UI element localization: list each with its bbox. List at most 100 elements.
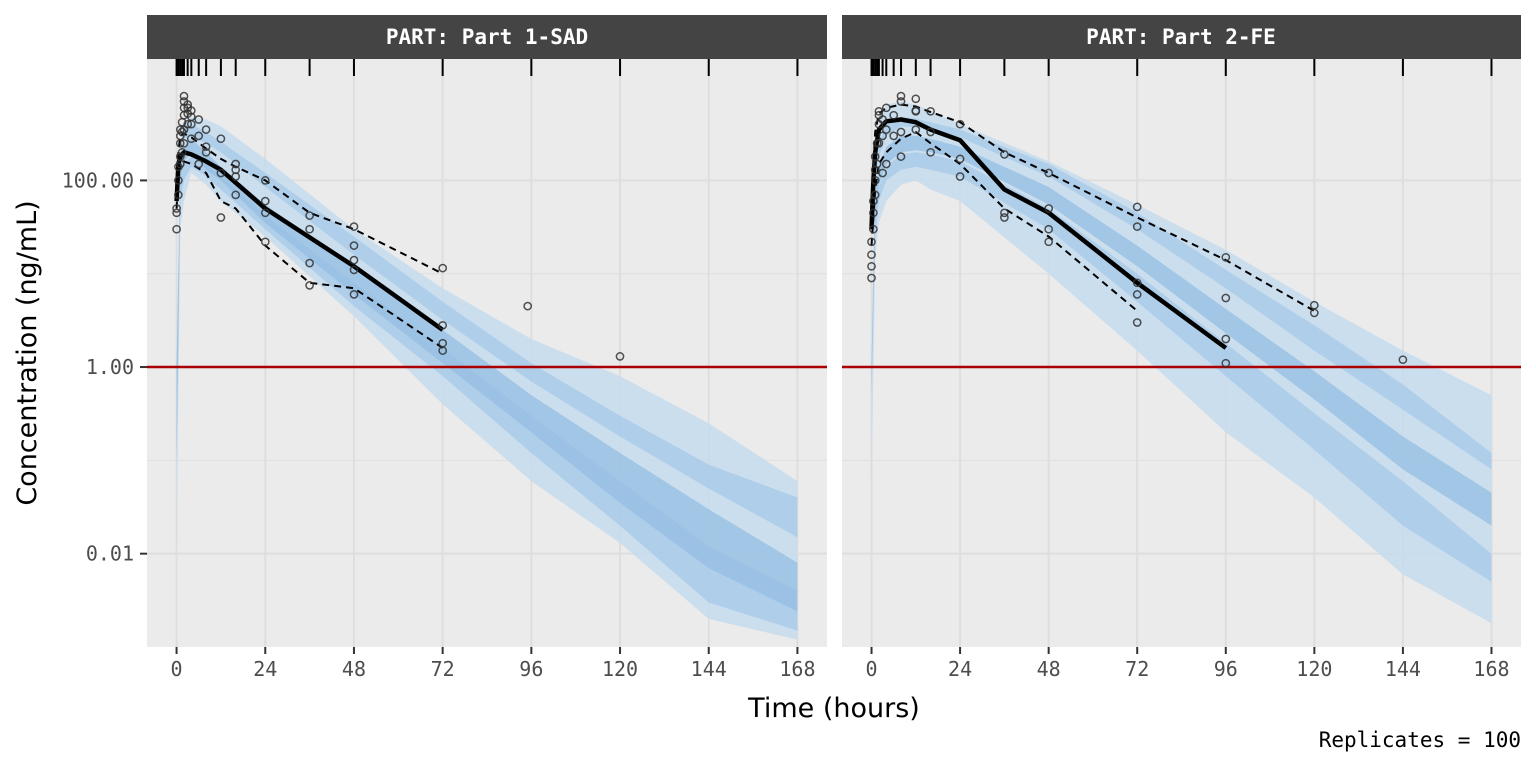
observed-point (260, 196, 270, 206)
observed-point (231, 165, 241, 175)
observed-point (231, 190, 241, 200)
observed-point (201, 125, 211, 134)
panel-1-bands (176, 116, 798, 640)
panel-2: PART: Part 2-FE 0 24 48 72 96 120 144 168 (842, 15, 1521, 681)
observed-point (349, 241, 359, 250)
observed-point (1132, 290, 1142, 299)
observed-point (349, 290, 359, 299)
x-tick-label: 120 (602, 657, 638, 681)
observed-point (615, 352, 625, 361)
observed-point (194, 159, 204, 169)
observed-point (186, 134, 196, 144)
x-tick-label: 96 (519, 657, 543, 681)
observed-point (260, 237, 270, 247)
panel-2-observed-points (867, 91, 1408, 368)
observed-point (889, 110, 899, 120)
observed-point (186, 112, 196, 122)
x-tick-label: 144 (691, 657, 727, 681)
pi-low-band (871, 152, 1492, 582)
observed-point (926, 106, 935, 116)
observed-point (870, 176, 880, 185)
observed-point (172, 204, 181, 213)
x-tick-label: 168 (779, 657, 815, 681)
observed-point (874, 138, 884, 148)
observed-point (1044, 204, 1054, 213)
y-axis-title: Concentration (ng/mL) (12, 200, 43, 505)
observed-point (201, 142, 211, 152)
observed-point (201, 147, 211, 157)
panel-1: PART: Part 1-SAD 0 24 48 72 96 120 144 168 (147, 15, 827, 681)
observed-point (177, 127, 187, 137)
observed-point (1044, 237, 1054, 247)
observed-point (911, 106, 921, 115)
x-tick-label: 48 (342, 657, 366, 681)
observed-point (955, 119, 965, 129)
observed-point (349, 255, 359, 265)
x-tick-label: 24 (253, 657, 277, 681)
observed-point (867, 250, 876, 260)
observed-point (896, 97, 906, 106)
observed-point (874, 106, 884, 116)
panel-1-x-axis: 0 24 48 72 96 120 144 168 (171, 647, 815, 681)
observed-point (438, 338, 448, 348)
observed-point (438, 263, 448, 273)
observed-point (1044, 168, 1054, 178)
observed-point (349, 222, 359, 231)
x-tick-label: 72 (431, 657, 455, 681)
observed-point (1132, 318, 1142, 327)
observed-point (438, 320, 448, 330)
observed-point (194, 131, 204, 141)
panel-2-strip (842, 15, 1521, 59)
x-tick-label: 96 (1214, 657, 1238, 681)
y-tick-label: 0.01 (86, 542, 134, 566)
observed-point (1221, 293, 1231, 303)
panel-2-x-axis: 0 24 48 72 96 120 144 168 (865, 647, 1510, 681)
observed-point (523, 301, 533, 311)
caption: Replicates = 100 (1319, 728, 1521, 752)
observed-point (881, 159, 891, 169)
observed-point (179, 91, 189, 101)
x-tick-label: 72 (1125, 657, 1149, 681)
observed-point (955, 172, 965, 181)
x-tick-label: 0 (171, 657, 183, 681)
y-axis: 100.00 1.00 0.01 (62, 168, 147, 566)
observed-p95-line (870, 103, 1315, 312)
pi-outer-band (871, 101, 1492, 624)
observed-point (955, 154, 965, 164)
observed-point (1221, 334, 1231, 344)
observed-point (216, 134, 226, 144)
observed-point (878, 115, 887, 124)
observed-point (926, 127, 935, 137)
observed-point (881, 103, 891, 113)
observed-point (872, 159, 882, 169)
observed-point (867, 273, 876, 283)
observed-point (305, 211, 314, 220)
observed-point (878, 168, 887, 178)
observed-point (305, 281, 314, 290)
y-tick-label: 100.00 (62, 168, 134, 192)
median-band (176, 138, 798, 612)
observed-point (878, 131, 887, 141)
panel-1-bin-rug (175, 59, 799, 76)
observed-point (260, 208, 270, 218)
observed-point (1309, 300, 1319, 310)
observed-point (174, 190, 183, 200)
observed-point (1132, 222, 1142, 231)
x-tick-label: 168 (1473, 657, 1509, 681)
panel-2-bin-rug (870, 59, 1493, 76)
observed-point (896, 152, 906, 161)
observed-point (896, 127, 906, 137)
observed-point (305, 258, 314, 268)
x-axis-title: Time (hours) (747, 693, 920, 724)
observed-point (867, 261, 876, 271)
observed-point (867, 237, 876, 247)
panel-1-strip (147, 15, 827, 59)
observed-point (1000, 150, 1009, 159)
observed-point (305, 224, 314, 234)
observed-point (179, 138, 189, 148)
x-tick-label: 24 (948, 657, 972, 681)
observed-point (869, 224, 878, 234)
x-tick-label: 120 (1296, 657, 1332, 681)
x-tick-label: 0 (865, 657, 877, 681)
observed-point (186, 106, 196, 115)
